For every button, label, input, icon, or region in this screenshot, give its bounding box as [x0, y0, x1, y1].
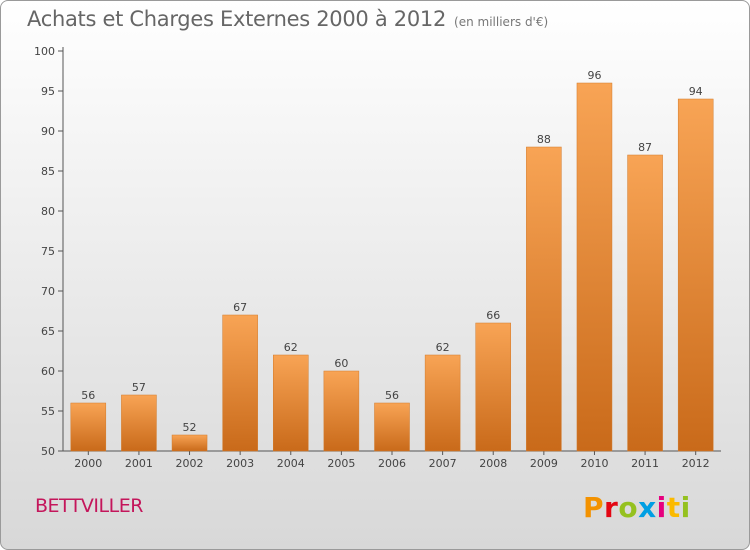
y-tick-label: 85 — [41, 165, 55, 178]
x-tick-label: 2004 — [277, 457, 305, 470]
y-tick-label: 70 — [41, 285, 55, 298]
y-tick-label: 100 — [34, 45, 55, 58]
x-tick-label: 2003 — [226, 457, 254, 470]
data-label: 62 — [284, 341, 298, 354]
y-tick-label: 55 — [41, 405, 55, 418]
bar — [70, 402, 107, 452]
data-label: 56 — [385, 389, 399, 402]
data-label: 57 — [132, 381, 146, 394]
data-label: 67 — [233, 301, 247, 314]
bar — [323, 370, 360, 452]
data-label: 52 — [183, 421, 197, 434]
data-label: 87 — [638, 141, 652, 154]
x-tick-label: 2001 — [125, 457, 153, 470]
chart-title: Achats et Charges Externes 2000 à 2012 (e… — [27, 7, 548, 31]
y-tick-label: 65 — [41, 325, 55, 338]
y-tick-label: 80 — [41, 205, 55, 218]
chart-title-text: Achats et Charges Externes 2000 à 2012 — [27, 7, 447, 31]
data-label: 88 — [537, 133, 551, 146]
y-tick-label: 60 — [41, 365, 55, 378]
data-label: 66 — [486, 309, 500, 322]
bar — [374, 402, 410, 452]
y-tick-label: 95 — [41, 85, 55, 98]
proxiti-logo: Proxiti — [583, 491, 691, 524]
x-tick-label: 2007 — [429, 457, 457, 470]
x-tick-label: 2006 — [378, 457, 406, 470]
bar — [273, 354, 309, 452]
y-tick-label: 75 — [41, 245, 55, 258]
bar — [171, 434, 208, 452]
bar — [424, 354, 461, 452]
y-tick-label: 50 — [41, 445, 55, 458]
x-tick-label: 2000 — [74, 457, 102, 470]
x-tick-label: 2012 — [682, 457, 710, 470]
bar — [526, 146, 562, 452]
x-tick-label: 2002 — [176, 457, 204, 470]
bar — [576, 82, 613, 452]
data-label: 94 — [689, 85, 703, 98]
commune-name: BETTVILLER — [35, 495, 143, 517]
x-tick-label: 2011 — [631, 457, 659, 470]
data-label: 60 — [334, 357, 348, 370]
bar — [475, 322, 511, 452]
x-tick-label: 2010 — [580, 457, 608, 470]
bar — [222, 314, 258, 452]
data-label: 56 — [81, 389, 95, 402]
x-tick-label: 2005 — [327, 457, 355, 470]
bar — [121, 394, 157, 452]
axes: 50 55 60 65 70 75 80 85 90 95 100 2000 2001 2002 2003 2… — [34, 45, 721, 470]
bars: 56 57 52 67 62 60 56 62 66 88 96 87 94 — [70, 69, 714, 452]
bar — [677, 98, 714, 452]
x-tick-label: 2009 — [530, 457, 558, 470]
chart-unit-note: (en milliers d'€) — [454, 15, 549, 29]
data-label: 96 — [587, 69, 601, 82]
bar — [627, 154, 663, 452]
y-tick-label: 90 — [41, 125, 55, 138]
x-tick-label: 2008 — [479, 457, 507, 470]
data-label: 62 — [436, 341, 450, 354]
